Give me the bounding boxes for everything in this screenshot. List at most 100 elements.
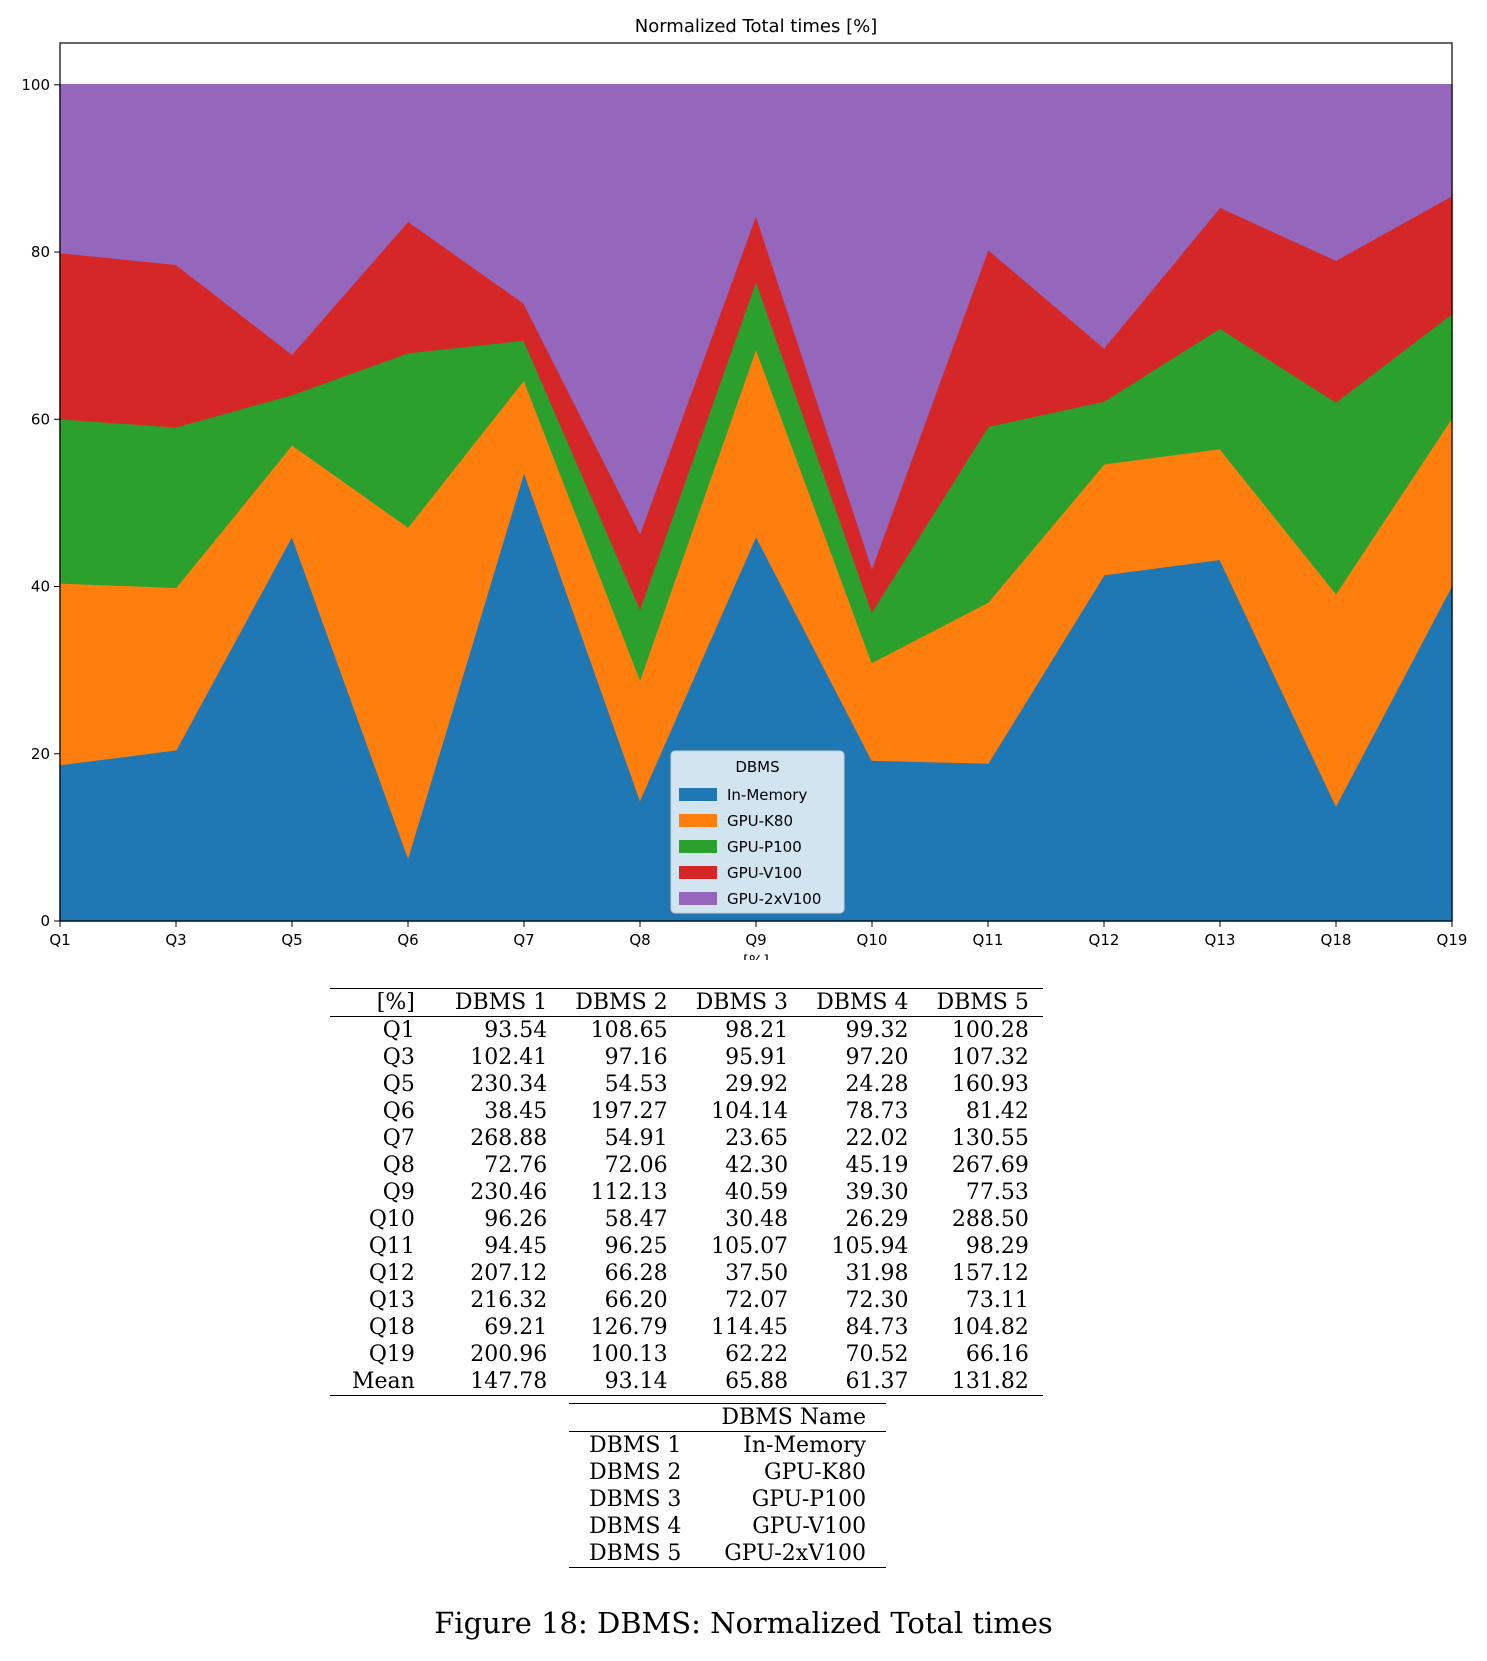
y-tick-label: 60 [31,410,50,428]
y-tick-label: 40 [31,578,50,596]
table-cell: GPU-2xV100 [701,1540,887,1568]
table-cell: 98.21 [725,1018,789,1043]
table-cell: 100.28 [951,1018,1029,1043]
table-cell: 45.19 [845,1153,909,1178]
table-cell: 81.42 [965,1099,1029,1124]
legend-swatch [679,814,717,827]
x-tick-label: Q9 [745,931,766,949]
table-cell: 97.20 [845,1045,909,1070]
table-cell: 131.82 [922,1368,1043,1396]
legend-label: GPU-V100 [727,864,802,882]
table-cell: 207.12 [470,1261,548,1286]
results-header-cell: [%] [330,988,441,1017]
table-cell: 22.02 [845,1126,909,1151]
table-row: DBMS 5 GPU-2xV100 [569,1540,887,1568]
table-cell: Q3 [382,1045,415,1070]
names-header-row: DBMS Name [569,1403,887,1432]
table-cell: 200.96 [470,1342,548,1367]
table-cell: 84.73 [845,1315,909,1340]
legend-swatch [679,892,717,905]
table-cell: 160.93 [951,1072,1029,1097]
table-cell: 94.45 [484,1234,548,1259]
table-cell: DBMS 4 [589,1514,682,1539]
names-header-empty [569,1403,702,1432]
x-tick-label: Q3 [165,931,186,949]
table-cell: DBMS 5 [569,1540,702,1568]
x-tick-label: Q5 [281,931,302,949]
table-cell: 54.91 [604,1126,668,1151]
table-cell: 23.65 [725,1126,789,1151]
table-cell: 230.46 [470,1180,548,1205]
table-cell: DBMS 1 [589,1433,682,1458]
table-cell: 105.94 [831,1234,909,1259]
legend-label: GPU-2xV100 [727,890,821,908]
table-row: Q11 94.45 96.25 105.07 105.94 98.29 [330,1233,1043,1260]
x-tick-label: Q1 [49,931,70,949]
table-cell: DBMS 3 [589,1487,682,1512]
table-cell: GPU-K80 [764,1460,867,1485]
table-row: DBMS 4 GPU-V100 [569,1513,886,1540]
y-axis: 0 20 40 60 80 100 [21,76,60,930]
table-cell: 66.28 [604,1261,668,1286]
table-cell: 72.30 [845,1288,909,1313]
results-header-cell: DBMS 3 [681,988,803,1017]
results-header-cell: DBMS 1 [440,988,562,1017]
table-cell: 72.76 [484,1153,548,1178]
table-cell: 26.29 [845,1207,909,1232]
table-cell: 42.30 [725,1153,789,1178]
y-tick-label: 20 [31,745,50,763]
table-cell: 37.50 [725,1261,789,1286]
legend-swatch [679,788,717,801]
table-row: Q3 102.41 97.16 95.91 97.20 107.32 [330,1044,1043,1071]
table-cell: 130.55 [951,1126,1029,1151]
table-cell: 98.29 [965,1234,1029,1259]
table-row: Q1 93.54 108.65 98.21 99.32 100.28 [330,1017,1043,1045]
x-tick-label: Q12 [1089,931,1120,949]
table-cell: 93.14 [561,1368,682,1396]
table-cell: 96.25 [604,1234,668,1259]
table-cell: Q18 [368,1315,415,1340]
table-cell: 30.48 [725,1207,789,1232]
table-cell: 102.41 [470,1045,548,1070]
table-row: Q7 268.88 54.91 23.65 22.02 130.55 [330,1125,1043,1152]
table-cell: 72.07 [725,1288,789,1313]
legend-swatch [679,866,717,879]
table-cell: Q9 [382,1180,415,1205]
legend-label: In-Memory [727,786,807,804]
table-cell: 108.65 [590,1018,668,1043]
table-cell: Q6 [382,1099,415,1124]
x-tick-label: Q19 [1437,931,1468,949]
table-cell: 100.13 [590,1342,668,1367]
table-cell: Q10 [368,1207,415,1232]
table-cell: 24.28 [845,1072,909,1097]
table-cell: 230.34 [470,1072,548,1097]
table-cell: 216.32 [470,1288,548,1313]
results-body: Q1 93.54 108.65 98.21 99.32 100.28 Q3 102.41 97.… [330,1017,1043,1396]
legend-label: GPU-K80 [727,812,793,830]
table-cell: DBMS 2 [589,1460,682,1485]
table-cell: 58.47 [604,1207,668,1232]
results-header-cell: DBMS 4 [802,988,923,1017]
x-axis-label: [%] [743,952,769,960]
chart-title: Normalized Total times [%] [635,16,877,37]
table-cell: 99.32 [845,1018,909,1043]
x-tick-label: Q13 [1205,931,1236,949]
area-layers [59,84,1453,922]
legend: DBMS In-Memory GPU-K80 GPU-P100 GPU-V100 GPU-… [670,750,845,914]
table-cell: 69.21 [484,1315,548,1340]
names-header: DBMS Name [701,1403,887,1432]
x-tick-label: Q18 [1321,931,1352,949]
table-cell: GPU-P100 [751,1487,867,1512]
table-cell: Q13 [368,1288,415,1313]
table-cell: 72.06 [604,1153,668,1178]
table-cell: 39.30 [845,1180,909,1205]
table-cell: 105.07 [711,1234,789,1259]
table-cell: 97.16 [604,1045,668,1070]
table-row: DBMS 3 GPU-P100 [569,1486,886,1513]
table-row: Q18 69.21 126.79 114.45 84.73 104.82 [330,1314,1043,1341]
legend-swatch [679,840,717,853]
dbms-names-table: DBMS Name DBMS 1 In-Memory DBMS 2 GPU-K80 DB… [569,1403,887,1568]
table-cell: 268.88 [470,1126,548,1151]
x-tick-label: Q6 [397,931,418,949]
table-cell: Q19 [368,1342,415,1367]
